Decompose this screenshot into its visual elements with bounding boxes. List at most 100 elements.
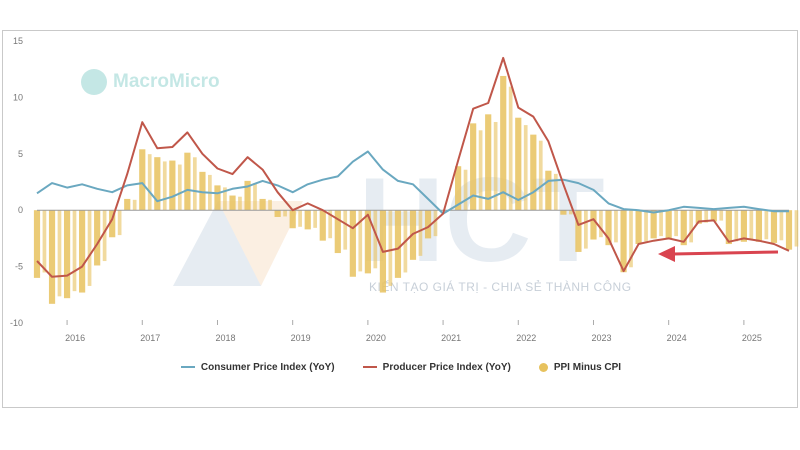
- arrow-head-icon: [658, 246, 675, 262]
- ppi-minus-cpi-bar: [794, 210, 799, 247]
- ppi-minus-cpi-bar: [223, 187, 227, 211]
- series-lines: [36, 56, 790, 278]
- ppi-minus-cpi-bar: [734, 210, 739, 242]
- ppi-minus-cpi-bar: [719, 210, 724, 221]
- ppi-minus-cpi-bar: [199, 171, 206, 211]
- ppi-minus-cpi-bar: [590, 210, 597, 240]
- ppi-minus-cpi-bar: [785, 210, 793, 250]
- ppi-minus-cpi-bar: [418, 210, 423, 256]
- legend-label-ppi: Producer Price Index (YoY): [382, 361, 511, 373]
- ppi-minus-cpi-bar: [575, 210, 582, 252]
- ppi-minus-cpi-bars: [33, 75, 799, 304]
- ppi-minus-cpi-bar: [629, 210, 633, 268]
- ppi-minus-cpi-bar: [433, 210, 438, 237]
- ppi-minus-cpi-bar: [184, 152, 191, 211]
- x-tick-label: 2023: [591, 333, 611, 343]
- ppi-minus-cpi-bar: [364, 210, 371, 274]
- ppi-minus-cpi-bar: [229, 195, 236, 211]
- ppi-minus-cpi-bar: [154, 157, 161, 211]
- ppi-minus-cpi-bar: [695, 210, 702, 224]
- ppi-minus-cpi-bar: [102, 210, 107, 262]
- ppi-minus-cpi-bar: [283, 210, 287, 217]
- ppi-minus-cpi-bar: [620, 210, 627, 273]
- cpi-swatch-icon: [180, 366, 195, 368]
- ppi-minus-cpi-bar: [328, 210, 333, 239]
- ppi-minus-cpi-bar: [764, 210, 769, 240]
- ppi-minus-cpi-bar: [33, 210, 41, 278]
- y-tick-label: 0: [18, 205, 23, 215]
- ppi-minus-cpi-bar: [614, 210, 618, 243]
- macromicro-logo-icon: [81, 69, 107, 95]
- ppi-minus-cpi-bar: [599, 210, 603, 238]
- ppi-minus-cpi-bar: [665, 210, 672, 239]
- ppi-minus-cpi-bar: [493, 121, 498, 211]
- legend-item-cpi[interactable]: Consumer Price Index (YoY): [180, 362, 335, 373]
- ppi-minus-cpi-bar: [584, 210, 588, 249]
- ppi-minus-cpi-bar: [334, 210, 341, 254]
- ppi-minus-cpi-bar: [478, 130, 483, 211]
- ppi-minus-cpi-bar: [674, 210, 678, 237]
- ppi-minus-cpi-bar: [659, 210, 663, 237]
- ppi-minus-cpi-bar: [560, 210, 567, 215]
- cpi-line: [36, 150, 789, 215]
- hct-logo-diamond-icon: [218, 201, 303, 286]
- ppi-minus-cpi-bar: [463, 169, 468, 211]
- ppi-minus-cpi-bar: [162, 161, 167, 211]
- ppi-minus-cpi-bar: [508, 86, 513, 211]
- x-tick-label: 2024: [667, 333, 687, 343]
- y-tick-label: 10: [13, 92, 23, 102]
- x-tick-label: 2016: [65, 333, 85, 343]
- legend-item-ppi-minus-cpi[interactable]: PPI Minus CPI: [538, 361, 622, 373]
- ppi-minus-cpi-bar: [147, 154, 152, 211]
- ppi-minus-cpi-bar: [523, 125, 528, 211]
- ppi-minus-cpi-bar: [725, 210, 732, 245]
- x-tick-label: 2022: [516, 333, 536, 343]
- hct-tagline-watermark: KIẾN TẠO GIÁ TRỊ - CHIA SẺ THÀNH CÔNG: [369, 280, 632, 294]
- ppi-minus-cpi-bar: [268, 199, 272, 211]
- ppi-minus-cpi-bar: [680, 210, 687, 246]
- ppi-minus-cpi-bar: [455, 166, 462, 211]
- ppi-minus-cpi-bar: [253, 183, 257, 211]
- ppi-minus-cpi-bar: [770, 210, 778, 243]
- ppi-minus-cpi-bar: [117, 210, 122, 236]
- y-tick-label: 15: [13, 36, 23, 46]
- ppi-minus-cpi-bar: [358, 210, 363, 272]
- ppi-minus-cpi-bar: [710, 210, 717, 222]
- ppi-minus-cpi-bar: [394, 210, 402, 278]
- ppi-minus-cpi-bar: [57, 210, 62, 297]
- ppi-minus-cpi-bar: [244, 180, 251, 211]
- ppi-minus-cpi-bar: [87, 210, 92, 286]
- ppi-minus-cpi-bar: [94, 210, 101, 266]
- ppi-minus-cpi-bar: [177, 164, 182, 211]
- legend-label-ppi-minus-cpi: PPI Minus CPI: [553, 361, 622, 373]
- x-tick-label: 2019: [291, 333, 311, 343]
- ppi-minus-cpi-bar: [79, 210, 86, 293]
- y-axis: -10 -5 0 5 10 15: [10, 36, 23, 328]
- ppi-minus-cpi-bar: [605, 210, 612, 246]
- ppi-minus-cpi-bar: [238, 196, 242, 211]
- ppi-minus-cpi-bar: [109, 210, 116, 238]
- ppi-minus-cpi-bar: [343, 210, 348, 250]
- ppi-minus-cpi-bar: [553, 173, 558, 211]
- ppi-minus-cpi-bar: [373, 210, 378, 269]
- ppi-minus-cpi-bar: [650, 210, 657, 239]
- ppi-minus-cpi-bar: [485, 114, 492, 211]
- legend-item-ppi[interactable]: Producer Price Index (YoY): [362, 361, 511, 373]
- ppi-minus-cpi-bar: [740, 210, 747, 242]
- ppi-minus-cpi-bar: [779, 210, 784, 241]
- ppi-minus-cpi-bar: [704, 210, 709, 223]
- x-tick-label: 2020: [366, 333, 386, 343]
- macromicro-brand-text: MacroMicro: [113, 71, 220, 92]
- ppi-minus-cpi-bar: [538, 140, 543, 211]
- legend: Consumer Price Index (YoY) Producer Pric…: [3, 357, 799, 377]
- ppi-minus-cpi-bar: [530, 134, 537, 211]
- ppi-minus-cpi-bar: [42, 210, 47, 273]
- ppi-minus-cpi-bar: [214, 185, 221, 211]
- ppi-minus-cpi-bar: [644, 210, 648, 242]
- ppi-minus-cpi-bar: [424, 210, 432, 239]
- ppi-minus-cpi-bar: [72, 210, 77, 292]
- ppi-minus-cpi-bar: [63, 210, 71, 299]
- ppi-minus-cpi-bar: [259, 198, 266, 211]
- ppi-swatch-icon: [362, 366, 377, 368]
